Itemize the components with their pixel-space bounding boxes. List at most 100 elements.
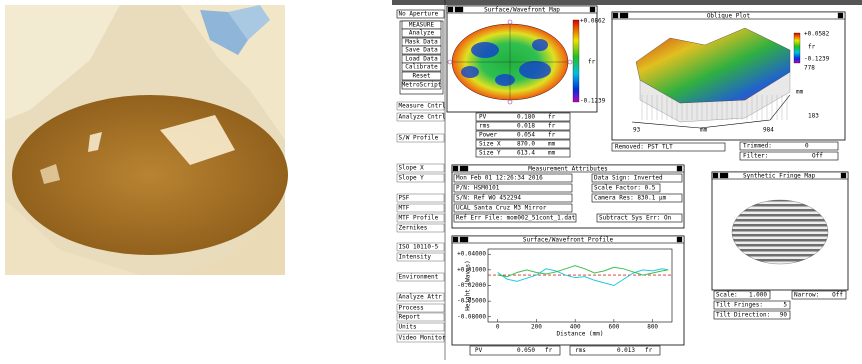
window-icon	[676, 165, 683, 172]
menu-button[interactable]	[396, 303, 445, 313]
menu-button[interactable]	[396, 322, 445, 332]
menu-label[interactable]: Analyze Cntrl	[399, 114, 446, 121]
menu-label[interactable]: MTF Profile	[399, 215, 439, 222]
fringe	[732, 214, 828, 217]
result-unit: fr	[548, 114, 556, 121]
menu-label[interactable]: Analyze Attr	[399, 294, 443, 301]
window-title: Oblique Plot	[707, 12, 751, 19]
menu-label[interactable]: Analyze	[409, 30, 435, 37]
menu-button[interactable]	[396, 203, 445, 213]
fringe-field	[713, 290, 771, 300]
menu-button[interactable]	[396, 101, 445, 111]
menu-button[interactable]	[396, 112, 445, 122]
attribute-text: Scale Factor: 0.5	[594, 185, 656, 192]
menu-button[interactable]	[396, 163, 445, 173]
edge-marker	[507, 99, 513, 105]
menu-label[interactable]: Save Data	[405, 47, 438, 54]
menu-label[interactable]: Process	[399, 305, 425, 312]
attribute-text: P/N: HSM0101	[456, 185, 500, 192]
menu-button[interactable]	[396, 312, 445, 322]
attribute-field	[591, 183, 661, 193]
menu-button[interactable]	[401, 80, 442, 90]
menu-label[interactable]: Intensity	[399, 254, 432, 261]
attribute-field	[591, 173, 683, 183]
menu-label[interactable]: S/W Profile	[399, 135, 439, 142]
menu-button[interactable]	[396, 9, 445, 19]
window-icon	[612, 12, 619, 19]
status-value: 0	[805, 143, 809, 150]
window-title: Surface/Wavefront Map	[484, 6, 560, 13]
attribute-text: Camera Res: 830.1 µm	[594, 195, 667, 202]
fringe	[732, 244, 828, 247]
fringe-field	[713, 310, 791, 320]
window-icon	[719, 172, 729, 179]
menu-label[interactable]: PSF	[399, 195, 410, 202]
menu-label[interactable]: MEASURE	[409, 22, 435, 29]
fringe-value: Off	[832, 292, 843, 299]
result-label: Size X	[479, 141, 501, 148]
result-field	[469, 345, 561, 356]
menu-button[interactable]	[396, 252, 445, 262]
fringe	[732, 204, 828, 207]
menu-label[interactable]: Measure Cntrl	[399, 103, 446, 110]
menu-label[interactable]: Slope X	[399, 165, 425, 172]
x-tick-label: 600	[608, 324, 619, 331]
window-icon	[712, 172, 719, 179]
menu-label[interactable]: Units	[399, 324, 417, 331]
menu-label[interactable]: Load Data	[405, 56, 438, 63]
window-icon	[589, 6, 596, 13]
menu-label[interactable]: Zernikes	[399, 225, 428, 232]
attribute-field	[453, 173, 573, 183]
attribute-field	[453, 183, 573, 193]
edge-marker	[447, 59, 453, 65]
status-field	[739, 151, 839, 161]
menu-button[interactable]	[396, 223, 445, 233]
menu-label[interactable]: No Aperture	[399, 11, 439, 18]
attribute-text: UCAL Santa Cruz M3 Mirror	[456, 205, 547, 212]
fringe-label: Narrow:	[794, 292, 819, 299]
menu-button[interactable]	[396, 242, 445, 252]
fringe	[732, 239, 828, 242]
plot-frame	[487, 248, 673, 323]
fringe-value: 5	[783, 302, 787, 309]
menu-button[interactable]	[396, 272, 445, 282]
color-bar	[572, 19, 580, 103]
menu-label[interactable]: Calibrate	[405, 64, 438, 71]
result-field	[569, 345, 661, 356]
menu-label[interactable]: Report	[399, 314, 421, 321]
menu-label[interactable]: Slope Y	[399, 175, 425, 182]
menu-button[interactable]	[401, 28, 442, 38]
map-patch	[495, 74, 515, 86]
menu-label[interactable]: Video Monitor	[399, 335, 446, 342]
title-bar	[451, 164, 685, 173]
menu-label[interactable]: MetroScript	[402, 82, 442, 89]
scale-min: -0.1239	[804, 56, 830, 63]
attribute-field	[453, 203, 573, 213]
menu-button[interactable]	[396, 193, 445, 203]
menu-button[interactable]	[401, 62, 442, 72]
menu-label[interactable]: Mask Data	[405, 39, 438, 46]
menu-button[interactable]	[396, 292, 445, 302]
window-icon	[619, 12, 629, 19]
menu-label[interactable]: Environment	[399, 274, 439, 281]
menu-label[interactable]: ISO 10110-5	[399, 244, 439, 251]
color-bar	[793, 32, 801, 64]
status-text: Removed: PST TLT	[615, 144, 673, 151]
menu-button[interactable]	[396, 213, 445, 223]
result-unit: mm	[548, 141, 556, 148]
map-patch	[471, 42, 499, 58]
menu-button[interactable]	[396, 133, 445, 143]
menu-button[interactable]	[396, 173, 445, 183]
fringe	[732, 224, 828, 227]
attribute-text: Subtract Sys Err: On	[599, 215, 672, 222]
menu-button[interactable]	[401, 71, 442, 81]
menu-button[interactable]	[401, 45, 442, 55]
menu-button[interactable]	[396, 333, 445, 343]
menu-label[interactable]: MTF	[399, 205, 410, 212]
result-value: 0.180	[517, 114, 535, 121]
attribute-field	[596, 213, 683, 223]
status-field	[739, 141, 839, 151]
status-label: Trimmed:	[743, 143, 772, 150]
menu-label[interactable]: Reset	[412, 73, 430, 80]
result-field	[475, 148, 571, 158]
